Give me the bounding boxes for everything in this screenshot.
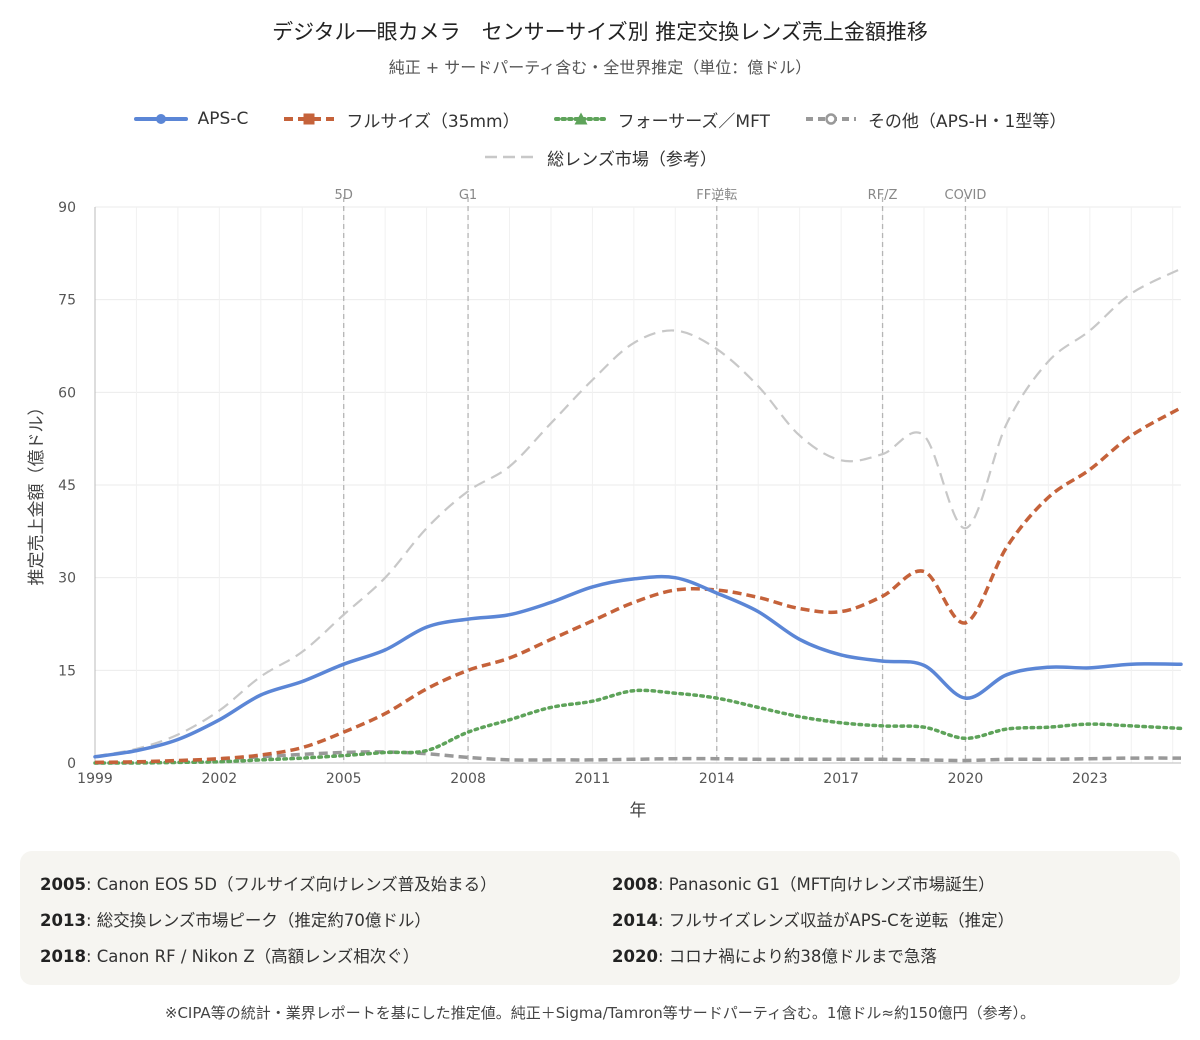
- footer-note: ※CIPA等の統計・業界レポートを基にした推定値。純正＋Sigma/Tamron…: [164, 1004, 1036, 1022]
- annotation-label: COVID: [945, 188, 987, 203]
- y-tick-label: 60: [58, 385, 76, 401]
- x-tick-label: 2023: [1072, 771, 1108, 787]
- note-2005: 2005: Canon EOS 5D（フルサイズ向けレンズ普及始まる）: [40, 875, 497, 894]
- legend-swatch-other: [805, 113, 856, 125]
- series: [93, 267, 1183, 765]
- y-tick-label: 30: [58, 571, 76, 587]
- x-tick-label: 2017: [823, 771, 859, 787]
- legend-item-other[interactable]: その他（APS-H・1型等）: [804, 107, 1066, 132]
- chart-subtitle: 純正 + サードパーティ含む・全世界推定（単位：億ドル）: [388, 58, 812, 77]
- legend-label-fullframe: フルサイズ（35mm）: [346, 111, 520, 132]
- line-chart: 5D G1 FF逆転 RF/Z COVID 0 15 30 45 60 75 90 1999 2002 2…: [27, 187, 1183, 821]
- x-tick-label: 2014: [699, 771, 735, 787]
- note-2013: 2013: 総交換レンズ市場ピーク（推定約70億ドル）: [40, 911, 431, 930]
- note-2008: 2008: Panasonic G1（MFT向けレンズ市場誕生）: [612, 875, 995, 894]
- annotation-label: FF逆転: [696, 187, 737, 203]
- x-tick-label: 2008: [450, 771, 486, 787]
- legend-row-2: 総レンズ市場（参考）: [0, 138, 1200, 176]
- grid: [94, 206, 1181, 764]
- notes-panel: 2005: Canon EOS 5D（フルサイズ向けレンズ普及始まる） 2008…: [20, 851, 1180, 985]
- legend-swatch-mft: [553, 112, 608, 125]
- annotations: 5D G1 FF逆転 RF/Z COVID: [335, 187, 987, 763]
- legend-label-other: その他（APS-H・1型等）: [867, 111, 1067, 132]
- series-line-fullframe: [94, 406, 1182, 765]
- legend-label-aps-c: APS-C: [197, 109, 249, 129]
- y-tick-label: 0: [67, 756, 76, 772]
- y-tick-label: 90: [58, 200, 76, 216]
- annotation-label: RF/Z: [868, 188, 898, 203]
- y-tick-label: 75: [58, 293, 76, 309]
- x-tick-label: 2011: [575, 771, 611, 787]
- legend: APS-C フルサイズ（35mm） フォーサーズ／MFT その他（APS-H・1…: [0, 100, 1200, 176]
- annotation-label: G1: [459, 188, 477, 203]
- x-tick-label: 2002: [202, 771, 238, 787]
- legend-swatch-fullframe: [284, 113, 335, 125]
- legend-swatch-aps-c: [133, 114, 188, 124]
- note-2018: 2018: Canon RF / Nikon Z（高額レンズ相次ぐ）: [40, 947, 420, 966]
- chart-title: デジタル一眼カメラ センサーサイズ別 推定交換レンズ売上金額推移: [272, 20, 928, 44]
- legend-label-mft: フォーサーズ／MFT: [617, 111, 770, 132]
- series-line-mft: [93, 688, 1183, 765]
- x-tick-label: 1999: [77, 771, 113, 787]
- legend-item-aps-c[interactable]: APS-C: [133, 109, 249, 129]
- legend-row-1: APS-C フルサイズ（35mm） フォーサーズ／MFT その他（APS-H・1…: [0, 100, 1200, 138]
- y-tick-label: 15: [58, 663, 76, 679]
- x-axis-title: 年: [630, 801, 647, 821]
- annotation-label: 5D: [335, 188, 353, 203]
- series-line-aps-c: [93, 574, 1183, 759]
- legend-item-total[interactable]: 総レンズ市場（参考）: [483, 145, 717, 170]
- y-tick-label: 45: [58, 478, 76, 494]
- x-tick-label: 2020: [948, 771, 984, 787]
- legend-swatch-total: [485, 155, 536, 159]
- legend-item-fullframe[interactable]: フルサイズ（35mm）: [282, 107, 520, 132]
- note-2020: 2020: コロナ禍により約38億ドルまで急落: [612, 947, 937, 966]
- series-line-other: [94, 750, 1182, 765]
- series-line-total: [94, 267, 1182, 758]
- note-2014: 2014: フルサイズレンズ収益がAPS-Cを逆転（推定）: [612, 911, 1015, 930]
- y-axis-title: 推定売上金額（億ドル）: [27, 399, 47, 586]
- legend-item-mft[interactable]: フォーサーズ／MFT: [553, 107, 770, 132]
- x-tick-label: 2005: [326, 771, 362, 787]
- legend-label-total: 総レンズ市場（参考）: [547, 149, 717, 170]
- axes: 0 15 30 45 60 75 90 1999 2002 2005 2008 2011 2014 201…: [58, 200, 1181, 787]
